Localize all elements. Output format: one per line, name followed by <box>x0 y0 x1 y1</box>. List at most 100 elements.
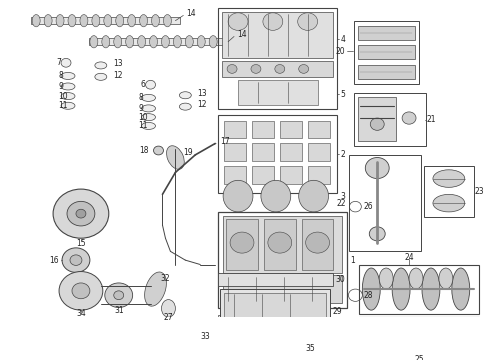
Text: 8: 8 <box>139 93 144 102</box>
Circle shape <box>237 331 249 342</box>
Text: 11: 11 <box>139 121 148 130</box>
Circle shape <box>275 64 285 73</box>
Text: 29: 29 <box>333 306 342 315</box>
Text: 5: 5 <box>341 90 345 99</box>
Bar <box>358 97 396 141</box>
Ellipse shape <box>392 268 410 310</box>
Bar <box>222 12 334 58</box>
Text: 28: 28 <box>363 291 373 300</box>
Text: 17: 17 <box>220 137 230 146</box>
Circle shape <box>266 326 290 347</box>
Text: 15: 15 <box>76 239 86 248</box>
Circle shape <box>370 118 384 130</box>
Text: 23: 23 <box>475 187 484 196</box>
Ellipse shape <box>362 268 380 310</box>
Ellipse shape <box>179 103 191 110</box>
Text: 10: 10 <box>139 113 148 122</box>
Bar <box>224 144 246 161</box>
Ellipse shape <box>452 268 470 310</box>
Bar <box>359 317 479 351</box>
Ellipse shape <box>451 324 467 343</box>
Bar <box>424 166 474 217</box>
Circle shape <box>62 248 90 273</box>
Text: 31: 31 <box>114 306 123 315</box>
Ellipse shape <box>433 194 465 212</box>
Circle shape <box>146 80 155 89</box>
Circle shape <box>61 58 71 67</box>
Circle shape <box>268 232 292 253</box>
Text: 30: 30 <box>336 275 345 284</box>
Text: 6: 6 <box>141 80 146 89</box>
Bar <box>218 273 333 285</box>
Bar <box>238 80 318 105</box>
Circle shape <box>53 189 109 238</box>
Bar <box>218 8 338 109</box>
Ellipse shape <box>56 14 64 27</box>
Bar <box>358 64 415 78</box>
Circle shape <box>299 64 309 73</box>
Text: 35: 35 <box>306 344 316 353</box>
Text: 21: 21 <box>427 115 437 124</box>
Ellipse shape <box>140 14 147 27</box>
Bar <box>226 219 258 270</box>
Ellipse shape <box>291 345 305 353</box>
Bar <box>264 219 295 270</box>
Ellipse shape <box>114 36 122 48</box>
Ellipse shape <box>151 14 159 27</box>
Text: 4: 4 <box>341 35 345 44</box>
Bar <box>224 293 325 331</box>
Text: 3: 3 <box>341 192 345 201</box>
Bar <box>302 219 334 270</box>
Text: 14: 14 <box>237 30 246 39</box>
Bar <box>359 265 479 314</box>
Ellipse shape <box>61 83 75 90</box>
Ellipse shape <box>102 36 110 48</box>
Bar <box>308 166 329 184</box>
Ellipse shape <box>439 268 453 289</box>
Bar <box>252 144 274 161</box>
Circle shape <box>263 13 283 30</box>
Bar <box>218 116 338 193</box>
Text: 10: 10 <box>58 91 68 100</box>
Ellipse shape <box>61 72 75 80</box>
Bar <box>358 26 415 40</box>
Bar <box>222 61 334 77</box>
Ellipse shape <box>162 36 170 48</box>
Ellipse shape <box>197 36 205 48</box>
Circle shape <box>402 112 416 124</box>
Bar <box>223 216 343 273</box>
Ellipse shape <box>429 324 445 343</box>
Text: 25: 25 <box>414 355 424 360</box>
Bar <box>280 144 302 161</box>
Text: 12: 12 <box>197 100 207 109</box>
Text: 22: 22 <box>337 199 346 208</box>
Ellipse shape <box>142 94 155 102</box>
Text: 2: 2 <box>341 149 345 158</box>
Bar <box>224 166 246 184</box>
Ellipse shape <box>185 36 193 48</box>
Circle shape <box>59 271 103 310</box>
Ellipse shape <box>142 114 155 121</box>
Ellipse shape <box>90 36 98 48</box>
Ellipse shape <box>164 14 171 27</box>
Bar <box>89 38 233 45</box>
Ellipse shape <box>299 180 328 212</box>
Circle shape <box>228 323 258 350</box>
Bar <box>223 275 343 303</box>
Ellipse shape <box>223 180 253 212</box>
Ellipse shape <box>145 272 167 306</box>
Ellipse shape <box>61 93 75 100</box>
Bar <box>252 166 274 184</box>
Circle shape <box>230 232 254 253</box>
Ellipse shape <box>142 122 155 130</box>
Text: 24: 24 <box>404 253 414 262</box>
Bar <box>308 144 329 161</box>
Bar <box>31 17 180 24</box>
Bar <box>224 121 246 138</box>
Ellipse shape <box>116 14 123 27</box>
Ellipse shape <box>138 36 146 48</box>
Text: 9: 9 <box>139 104 144 113</box>
Text: 26: 26 <box>363 202 373 211</box>
Text: 32: 32 <box>161 274 170 283</box>
Ellipse shape <box>142 105 155 112</box>
